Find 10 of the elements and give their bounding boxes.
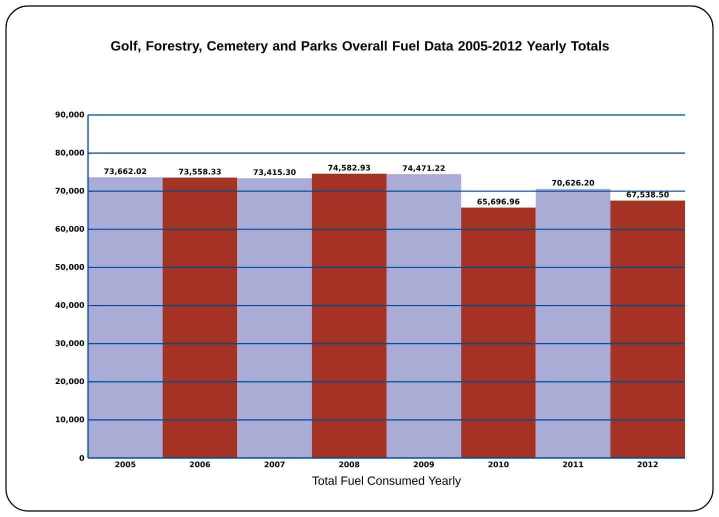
bar xyxy=(461,208,536,458)
bar xyxy=(237,178,312,458)
bar xyxy=(162,178,238,458)
bar xyxy=(312,174,387,458)
bar xyxy=(88,177,163,458)
bar xyxy=(536,188,610,458)
bar xyxy=(610,200,685,458)
bar xyxy=(386,174,462,458)
chart-title: Golf, Forestry, Cemetery and Parks Overall Fuel Data 2005-2012 Yearly Totals xyxy=(111,40,609,54)
x-axis-title: Total Fuel Consumed Yearly xyxy=(312,476,461,488)
